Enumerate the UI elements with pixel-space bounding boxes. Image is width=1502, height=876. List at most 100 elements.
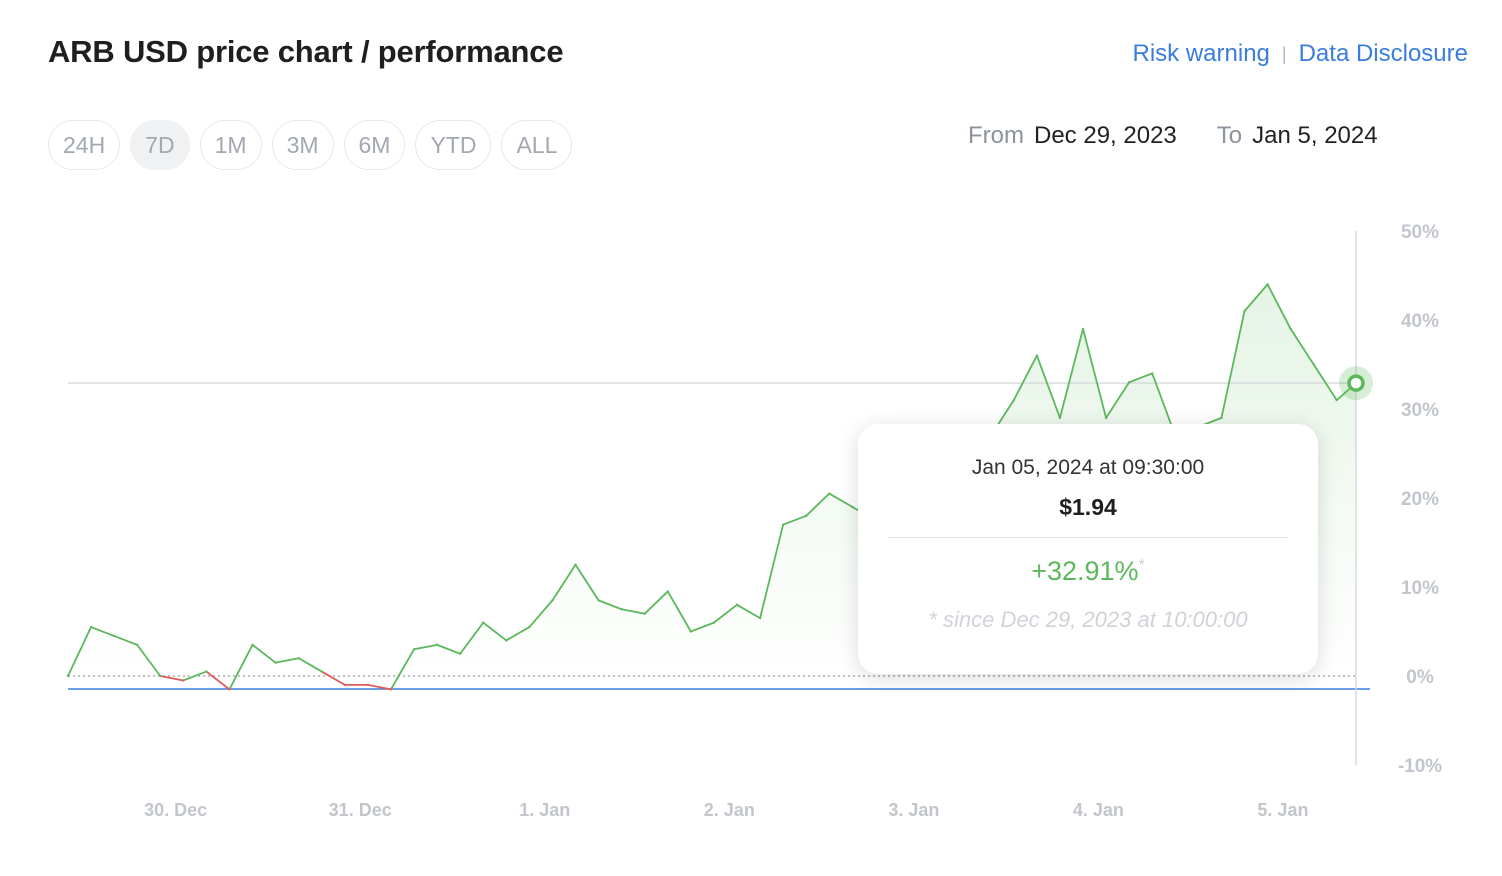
price-point	[389, 688, 393, 691]
tooltip-divider	[888, 537, 1288, 538]
risk-warning-link[interactable]: Risk warning	[1132, 40, 1270, 67]
price-line-segment	[1012, 354, 1038, 402]
price-line-segment	[528, 599, 554, 628]
tooltip-change-value: +32.91%	[1031, 556, 1139, 586]
price-point	[1335, 398, 1338, 402]
chart-tooltip: Jan 05, 2024 at 09:30:00 $1.94 +32.91% * …	[858, 424, 1318, 674]
price-point	[343, 683, 347, 687]
page-title: ARB USD price chart / performance	[48, 34, 564, 69]
price-line-segment	[666, 590, 692, 633]
price-line-segment	[1220, 310, 1246, 419]
price-line-segment	[205, 670, 231, 691]
price-line-segment	[643, 590, 669, 615]
price-line-segment	[505, 626, 531, 642]
y-tick-label: 20%	[1401, 489, 1439, 510]
y-tick-label: 40%	[1401, 311, 1439, 332]
price-line-segment	[1243, 283, 1269, 313]
range-24h-button[interactable]: 24H	[48, 120, 121, 170]
price-point	[1104, 416, 1108, 420]
x-tick-label: 4. Jan	[1073, 800, 1124, 820]
price-point	[735, 603, 739, 606]
price-point	[620, 608, 623, 611]
x-tick-label: 2. Jan	[704, 800, 755, 820]
y-tick-label: 50%	[1401, 222, 1439, 243]
price-line-segment	[390, 648, 415, 691]
tooltip-price: $1.94	[1059, 494, 1117, 520]
price-line-segment	[413, 643, 438, 651]
price-line-segment	[159, 675, 185, 682]
range-7d-button[interactable]: 7D	[130, 120, 190, 170]
price-point	[320, 670, 323, 673]
current-point-marker	[1347, 374, 1365, 392]
price-point	[228, 688, 231, 691]
price-point	[159, 674, 162, 678]
price-line-segment	[90, 626, 116, 637]
from-label: From	[968, 122, 1024, 149]
price-point	[1081, 327, 1085, 331]
price-point	[89, 625, 93, 629]
price-point	[689, 630, 693, 633]
price-line-segment	[136, 643, 162, 677]
price-line-segment	[274, 657, 300, 664]
x-tick-label: 1. Jan	[519, 800, 570, 820]
range-3m-button[interactable]: 3M	[271, 120, 334, 170]
price-point	[66, 674, 70, 678]
price-point	[251, 643, 254, 647]
date-range: From Dec 29, 2023 To Jan 5, 2024	[968, 122, 1378, 150]
price-line-segment	[113, 635, 139, 646]
price-point	[828, 492, 831, 495]
price-line-segment	[759, 523, 785, 620]
price-line-segment	[1289, 327, 1315, 366]
range-ytd-button[interactable]: YTD	[415, 120, 492, 170]
price-line-segment	[736, 603, 761, 620]
to-label: To	[1216, 122, 1243, 149]
price-point	[482, 621, 485, 624]
data-disclosure-link[interactable]: Data Disclosure	[1298, 40, 1468, 67]
y-tick-label: 30%	[1401, 400, 1439, 421]
price-point	[1220, 416, 1223, 420]
x-tick-label: 3. Jan	[888, 800, 939, 820]
price-point	[781, 523, 785, 526]
top-links: Risk warning | Data Disclosure	[1133, 40, 1468, 68]
price-line-segment	[320, 670, 346, 686]
price-line-segment	[1266, 283, 1292, 330]
range-selector: 24H 7D 1M 3M 6M YTD ALL	[48, 120, 573, 170]
price-line-segment	[1059, 327, 1084, 419]
price-line-segment	[805, 492, 831, 517]
tooltip-datetime: Jan 05, 2024 at 09:30:00	[971, 456, 1205, 479]
price-line-segment	[782, 514, 808, 526]
price-line-segment	[482, 621, 508, 642]
price-point	[643, 612, 646, 615]
price-line-segment	[459, 621, 485, 655]
price-line-segment	[689, 621, 715, 633]
from-date-field[interactable]: Dec 29, 2023	[1034, 122, 1177, 149]
price-point	[804, 514, 808, 517]
y-tick-label: -10%	[1398, 756, 1442, 777]
price-line-segment	[620, 608, 646, 615]
price-line-segment	[574, 563, 600, 602]
price-point	[528, 625, 531, 629]
price-point	[666, 590, 669, 593]
price-line-segment	[551, 563, 577, 602]
price-line-segment	[1105, 381, 1131, 419]
tooltip-change-marker: *	[1138, 557, 1145, 574]
price-point	[435, 643, 439, 647]
price-point	[458, 652, 462, 655]
price-line-segment	[228, 643, 254, 691]
to-date-field[interactable]: Jan 5, 2024	[1252, 122, 1378, 149]
price-point	[1289, 327, 1292, 331]
price-point	[1151, 372, 1154, 375]
price-point	[1035, 354, 1039, 357]
price-point	[205, 670, 208, 673]
price-line-segment	[1082, 327, 1107, 419]
price-line-segment	[1312, 363, 1338, 402]
price-line-segment	[1128, 372, 1154, 384]
price-point	[297, 657, 300, 660]
range-1m-button[interactable]: 1M	[199, 120, 262, 170]
range-all-button[interactable]: ALL	[501, 120, 573, 170]
link-separator: |	[1281, 43, 1287, 64]
y-tick-label: 10%	[1401, 578, 1439, 599]
price-point	[1266, 283, 1269, 286]
price-line-segment	[182, 670, 208, 682]
range-6m-button[interactable]: 6M	[343, 120, 406, 170]
